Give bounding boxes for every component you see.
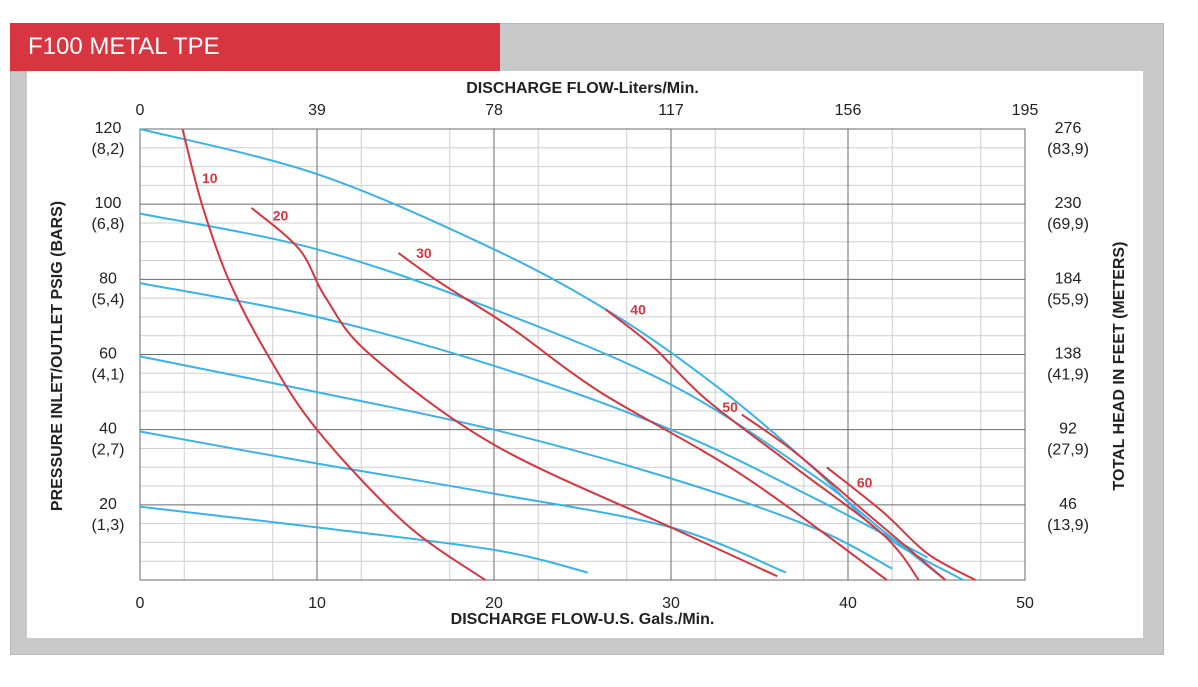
x2-axis-title: DISCHARGE FLOW-Liters/Min.	[466, 80, 699, 97]
pressure-curve-5	[139, 430, 787, 574]
air-curve-40	[604, 308, 920, 581]
y-tick-psi: 100	[95, 195, 122, 212]
air-curve-60	[826, 466, 976, 581]
y2-tick-meters: (83,9)	[1047, 141, 1089, 158]
x2-tick-label: 156	[835, 102, 862, 119]
y2-tick-feet: 230	[1055, 195, 1082, 212]
air-curve-label-60: 60	[857, 474, 873, 490]
y-axis-title: PRESSURE INLET/OUTLET PSIG (BARS)	[49, 201, 66, 511]
y-tick-bar: (5,4)	[92, 291, 125, 308]
y2-tick-feet: 46	[1059, 496, 1077, 513]
x2-tick-label: 39	[308, 102, 326, 119]
y-tick-bar: (2,7)	[92, 442, 125, 459]
x2-tick-label: 195	[1012, 102, 1039, 119]
y-tick-bar: (1,3)	[92, 517, 125, 534]
plot-border	[139, 128, 1026, 581]
y-tick-psi: 120	[95, 120, 122, 137]
air-curve-50	[741, 413, 947, 581]
air-curve-label-50: 50	[722, 399, 738, 415]
y-tick-bar: (6,8)	[92, 216, 125, 233]
x-tick-label: 30	[662, 595, 680, 612]
y2-tick-feet: 276	[1055, 120, 1082, 137]
x-axis-title: DISCHARGE FLOW-U.S. Gals./Min.	[451, 611, 715, 628]
y2-tick-meters: (55,9)	[1047, 291, 1089, 308]
pressure-curve-6	[139, 505, 589, 574]
air-curve-20	[250, 207, 778, 578]
x2-tick-label: 0	[136, 102, 145, 119]
air-curve-10	[181, 128, 486, 581]
y-tick-psi: 40	[99, 421, 117, 438]
air-curve-30	[397, 252, 888, 581]
page-title: F100 METAL TPE	[10, 23, 500, 71]
pressure-curve-4	[139, 355, 893, 570]
pressure-curve-3	[139, 282, 929, 559]
y2-tick-feet: 184	[1055, 270, 1082, 287]
y-tick-psi: 20	[99, 496, 117, 513]
x2-tick-label: 117	[658, 102, 684, 119]
y2-axis-title: TOTAL HEAD IN FEET (METERS)	[1111, 242, 1128, 491]
pressure-curve-2	[139, 212, 947, 581]
y-tick-psi: 60	[99, 346, 117, 363]
x-tick-label: 40	[839, 595, 857, 612]
x2-tick-label: 78	[485, 102, 503, 119]
y2-tick-feet: 138	[1055, 346, 1082, 363]
y2-tick-meters: (27,9)	[1047, 442, 1089, 459]
air-curve-label-10: 10	[202, 170, 218, 186]
x-tick-label: 50	[1016, 595, 1034, 612]
air-curve-label-20: 20	[273, 207, 289, 223]
air-curve-label-40: 40	[630, 301, 646, 317]
x-tick-label: 0	[136, 595, 145, 612]
air-curve-label-30: 30	[416, 245, 432, 261]
y2-tick-feet: 92	[1059, 421, 1077, 438]
y-tick-bar: (8,2)	[92, 141, 125, 158]
y-tick-bar: (4,1)	[92, 367, 125, 384]
y2-tick-meters: (13,9)	[1047, 517, 1089, 534]
y-tick-psi: 80	[99, 270, 117, 287]
x-tick-label: 20	[485, 595, 503, 612]
x-tick-label: 10	[308, 595, 326, 612]
y2-tick-meters: (69,9)	[1047, 216, 1089, 233]
y2-tick-meters: (41,9)	[1047, 367, 1089, 384]
